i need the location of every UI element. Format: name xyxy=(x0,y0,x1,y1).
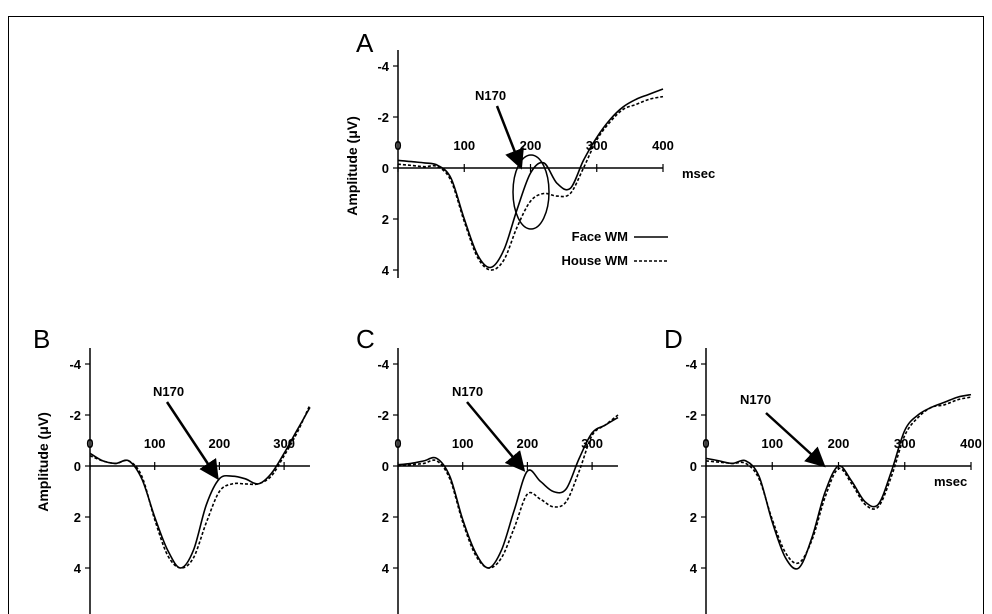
panel-d: D-4 -2 0 2 4 0 100 200 300 400 msec N170 xyxy=(664,324,982,614)
y-tick-label: 4 xyxy=(690,561,698,576)
x-tick-label: 200 xyxy=(209,436,231,451)
x-tick-label: 0 xyxy=(702,436,709,451)
x-tick-label: 400 xyxy=(960,436,982,451)
y-axis-label: Amplitude (μV) xyxy=(35,412,51,512)
x-axis-label: msec xyxy=(682,166,715,181)
panel-letter: B xyxy=(33,324,50,354)
y-tick-label: 2 xyxy=(382,510,389,525)
n170-annotation: N170 xyxy=(153,384,184,399)
n170-ellipse xyxy=(512,154,550,230)
y-tick-label: -4 xyxy=(377,59,389,74)
n170-annotation: N170 xyxy=(740,392,771,407)
series-line-face-wm xyxy=(89,406,311,569)
x-tick-label: 200 xyxy=(828,436,850,451)
y-tick-label: 0 xyxy=(382,459,389,474)
panel-letter: D xyxy=(664,324,683,354)
figure-frame xyxy=(8,16,984,614)
series-line-house-wm xyxy=(705,396,972,565)
y-tick-label: 4 xyxy=(382,561,390,576)
y-tick-label: -2 xyxy=(685,408,697,423)
n170-arrow xyxy=(495,105,524,170)
y-tick-label: 2 xyxy=(382,212,389,227)
legend-label: House WM xyxy=(562,253,628,268)
y-tick-label: -2 xyxy=(377,408,389,423)
y-tick-label: 2 xyxy=(74,510,81,525)
y-tick-label: 4 xyxy=(74,561,82,576)
x-tick-label: 400 xyxy=(652,138,674,153)
panel-letter: C xyxy=(356,324,375,354)
x-tick-label: 200 xyxy=(520,138,542,153)
x-tick-label: 300 xyxy=(894,436,916,451)
series-line-face-wm xyxy=(397,416,619,569)
y-tick-label: -4 xyxy=(377,357,389,372)
n170-annotation: N170 xyxy=(452,384,483,399)
x-tick-label: 0 xyxy=(394,138,401,153)
y-tick-label: 0 xyxy=(74,459,81,474)
n170-arrow xyxy=(466,401,526,472)
y-tick-label: -4 xyxy=(685,357,697,372)
panel-a: A-4 -2 0 2 4 0 100 200 300 400 msec Amplitude (μV) N… xyxy=(344,28,715,278)
x-tick-label: 300 xyxy=(581,436,603,451)
series-line-house-wm xyxy=(397,95,664,271)
n170-arrow xyxy=(165,401,219,481)
x-tick-label: 100 xyxy=(761,436,783,451)
series-line-face-wm xyxy=(397,88,664,269)
y-tick-label: -2 xyxy=(69,408,81,423)
x-tick-label: 100 xyxy=(452,436,474,451)
x-tick-label: 100 xyxy=(144,436,166,451)
y-tick-label: -4 xyxy=(69,357,81,372)
panel-letter: A xyxy=(356,28,374,58)
y-tick-label: 0 xyxy=(690,459,697,474)
y-tick-label: 4 xyxy=(382,263,390,278)
x-tick-label: 0 xyxy=(394,436,401,451)
x-tick-label: 200 xyxy=(517,436,539,451)
y-tick-label: -2 xyxy=(377,110,389,125)
x-tick-label: 0 xyxy=(86,436,93,451)
legend-label: Face WM xyxy=(572,229,628,244)
x-tick-label: 300 xyxy=(586,138,608,153)
x-axis-label: msec xyxy=(934,474,967,489)
x-tick-label: 100 xyxy=(453,138,475,153)
series-line-face-wm xyxy=(705,393,972,570)
n170-annotation: N170 xyxy=(475,88,506,103)
y-axis-label: Amplitude (μV) xyxy=(344,116,360,216)
panel-c: C-4 -2 0 2 4 0 100 200 300 N170 xyxy=(356,324,619,614)
y-tick-label: 2 xyxy=(690,510,697,525)
series-line-house-wm xyxy=(89,404,311,569)
y-tick-label: 0 xyxy=(382,161,389,176)
n170-arrow xyxy=(765,412,826,468)
